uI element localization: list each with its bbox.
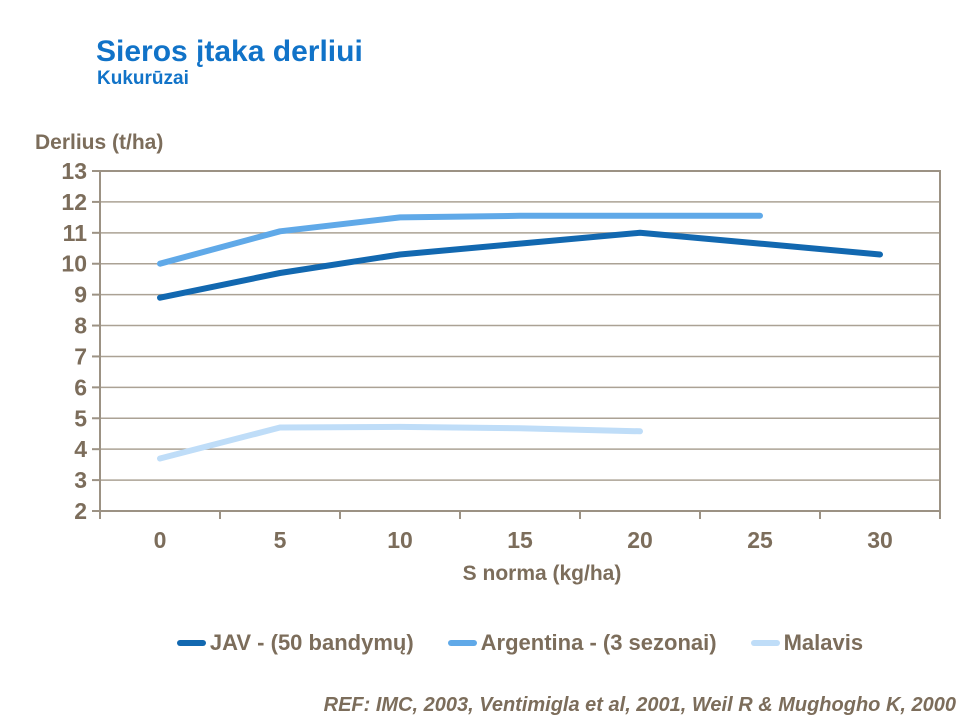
x-tick-label: 5 [274, 527, 287, 553]
y-tick-label: 6 [74, 374, 87, 400]
y-tick-label: 8 [74, 313, 87, 339]
legend-label: JAV - (50 bandymų) [209, 630, 414, 655]
reference-text: REF: IMC, 2003, Ventimigla et al, 2001, … [323, 694, 956, 716]
x-tick-label: 25 [747, 527, 773, 553]
series-line [157, 212, 763, 267]
y-tick-label: 9 [74, 282, 87, 308]
series-line [157, 423, 643, 462]
legend-color-dash [447, 640, 477, 646]
y-tick-label: 13 [61, 158, 87, 184]
y-tick-label: 10 [61, 251, 87, 277]
y-tick-label: 5 [74, 405, 87, 431]
x-tick-label: 30 [867, 527, 893, 553]
legend-color-dash [750, 640, 780, 646]
x-tick-label: 20 [627, 527, 653, 553]
slide-subtitle: Kukurūzai [97, 68, 189, 89]
x-tick-label: 15 [507, 527, 533, 553]
chart-legend: JAV - (50 bandymų) Argentina - (3 sezonai… [100, 630, 940, 656]
legend-item: Malavis [750, 630, 864, 656]
y-tick-label: 12 [61, 189, 87, 215]
y-axis-title: Derlius (t/ha) [35, 131, 164, 154]
y-tick-label: 4 [74, 436, 87, 462]
x-tick-label: 0 [154, 527, 167, 553]
legend-item: JAV - (50 bandymų) [176, 630, 414, 656]
y-tick-label: 11 [63, 220, 88, 246]
slide-title: Sieros įtaka derliui [96, 35, 363, 68]
x-tick-label: 10 [387, 527, 413, 553]
legend-color-dash [176, 640, 206, 646]
x-axis-title: S norma (kg/ha) [462, 562, 622, 585]
series-line [157, 229, 883, 301]
y-tick-label: 2 [74, 498, 87, 524]
legend-label: Argentina - (3 sezonai) [480, 630, 717, 655]
legend-item: Argentina - (3 sezonai) [447, 630, 717, 656]
plot-border [99, 170, 941, 512]
y-tick-label: 7 [74, 343, 87, 369]
y-tick-label: 3 [74, 467, 87, 493]
legend-label: Malavis [783, 630, 864, 655]
